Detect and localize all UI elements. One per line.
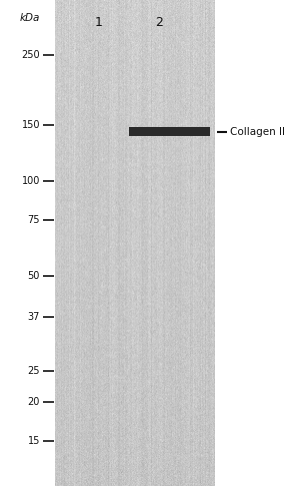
Text: 250: 250: [21, 50, 40, 60]
Text: 15: 15: [27, 436, 40, 446]
Text: 25: 25: [27, 366, 40, 376]
Text: Collagen II: Collagen II: [230, 127, 285, 137]
Text: 2: 2: [155, 16, 163, 29]
Bar: [129, 127, 210, 136]
Text: kDa: kDa: [20, 13, 40, 23]
Text: 100: 100: [22, 176, 40, 186]
Text: 1: 1: [94, 16, 102, 29]
Text: 150: 150: [21, 120, 40, 130]
Text: 75: 75: [27, 215, 40, 225]
Text: 37: 37: [27, 312, 40, 322]
Text: 20: 20: [27, 397, 40, 406]
Text: 50: 50: [27, 271, 40, 281]
